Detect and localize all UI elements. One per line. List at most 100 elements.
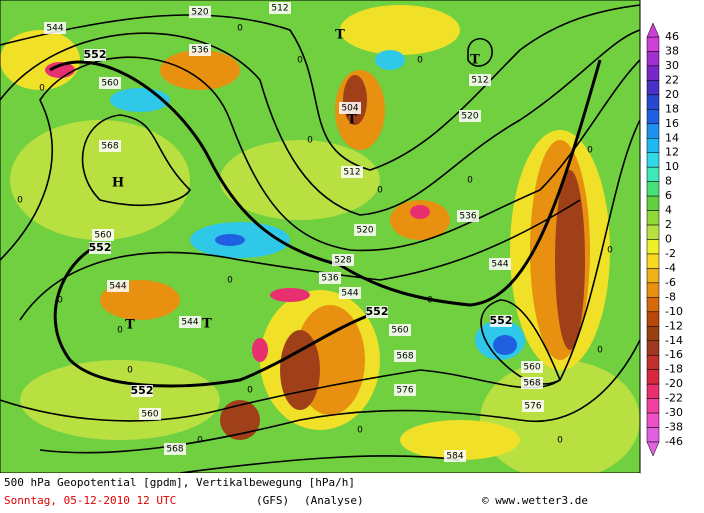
zero-label: 0 (197, 436, 203, 446)
zero-label: 0 (557, 436, 563, 446)
contour-label-bg (189, 6, 211, 18)
legend-label: 20 (665, 88, 679, 101)
contour-label: 552 (84, 48, 107, 61)
legend-label: 10 (665, 160, 679, 173)
zero-label: 0 (417, 56, 423, 66)
legend-label: 46 (665, 30, 679, 43)
footer-analysis: (Analyse) (304, 494, 364, 507)
legend-swatch (646, 80, 660, 96)
contour-label: 512 (471, 76, 488, 86)
contour-label: 552 (89, 241, 112, 254)
contour-label: 520 (356, 226, 373, 236)
legend-swatch (646, 268, 660, 284)
contour-label-bg (521, 377, 543, 389)
legend-swatch (646, 166, 660, 182)
legend-swatch (646, 195, 660, 211)
legend-swatch (646, 340, 660, 356)
contour-label: 544 (109, 282, 126, 292)
contour-label: 576 (524, 402, 541, 412)
legend-swatch (646, 210, 660, 226)
zero-label: 0 (297, 56, 303, 66)
contour-label-bg (269, 2, 291, 14)
legend-label: -4 (665, 261, 676, 274)
contour-label-bg (44, 22, 66, 34)
legend-swatch (646, 427, 660, 443)
contour-label-bg (394, 384, 416, 396)
legend-swatch (646, 282, 660, 298)
contour-label-bg (189, 44, 211, 56)
contour-label-bg (366, 306, 388, 318)
legend-swatch (646, 383, 660, 399)
contour-label-bg (521, 361, 543, 373)
zero-label: 0 (607, 246, 613, 256)
contour-label-bg (107, 280, 129, 292)
legend-label: 38 (665, 44, 679, 57)
map-field (0, 0, 640, 473)
pressure-center: T (202, 317, 212, 332)
pressure-center: T (347, 113, 357, 128)
legend-label: -46 (665, 435, 683, 448)
contour-label-bg (139, 408, 161, 420)
contour-label: 536 (459, 212, 476, 222)
contour-label: 504 (341, 104, 358, 114)
footer-credit: © www.wetter3.de (482, 494, 588, 507)
contour-label-bg (332, 254, 354, 266)
pressure-center: H (112, 176, 124, 191)
legend-swatch (646, 311, 660, 327)
contour-label: 560 (101, 79, 118, 89)
legend-label: 6 (665, 189, 672, 202)
legend-label: 18 (665, 102, 679, 115)
footer-date: Sonntag, 05-12-2010 12 UTC (4, 494, 176, 507)
footer-title: 500 hPa Geopotential [gpdm], Vertikalbew… (4, 476, 355, 489)
legend-label: -16 (665, 348, 683, 361)
contour-label: 560 (141, 410, 158, 420)
contour-label-bg (469, 74, 491, 86)
zero-label: 0 (247, 386, 253, 396)
contour-label-bg (89, 242, 111, 254)
zero-label: 0 (227, 276, 233, 286)
contour-label: 528 (334, 256, 351, 266)
legend-label: 16 (665, 117, 679, 130)
zero-label: 0 (39, 84, 45, 94)
zero-label: 0 (127, 366, 133, 376)
zero-label: 0 (587, 146, 593, 156)
contour-label-bg (489, 258, 511, 270)
pressure-center: T (125, 318, 135, 333)
contour-label-bg (354, 224, 376, 236)
legend-label: 14 (665, 131, 679, 144)
legend-swatch (646, 398, 660, 414)
legend-swatch (646, 36, 660, 52)
contour-label: 544 (341, 289, 358, 299)
legend-label: 12 (665, 146, 679, 159)
contour-label: 552 (131, 384, 154, 397)
legend-label: -38 (665, 421, 683, 434)
contour-label-bg (84, 49, 106, 61)
contour-label: 560 (94, 231, 111, 241)
contour-label: 544 (491, 260, 508, 270)
legend-label: -30 (665, 406, 683, 419)
contour-label: 520 (461, 112, 478, 122)
legend-arrow-bottom (646, 441, 660, 457)
zero-label: 0 (17, 196, 23, 206)
contour-label: 560 (391, 326, 408, 336)
contour-label: 536 (191, 46, 208, 56)
zero-label: 0 (467, 176, 473, 186)
contour-label: 536 (321, 274, 338, 284)
zero-label: 0 (377, 186, 383, 196)
contour-label-bg (179, 316, 201, 328)
legend-label: -20 (665, 377, 683, 390)
legend-label: -14 (665, 334, 683, 347)
contour-label: 584 (446, 452, 463, 462)
contour-label: 568 (523, 379, 540, 389)
legend-swatch (646, 239, 660, 255)
contour-label: 568 (166, 445, 183, 455)
legend-label: -6 (665, 276, 676, 289)
legend-label: -12 (665, 319, 683, 332)
legend-swatch (646, 152, 660, 168)
legend-label: 2 (665, 218, 672, 231)
zero-label: 0 (427, 296, 433, 306)
contour-label-bg (319, 272, 341, 284)
contour-label-bg (164, 443, 186, 455)
contour-label-bg (389, 324, 411, 336)
